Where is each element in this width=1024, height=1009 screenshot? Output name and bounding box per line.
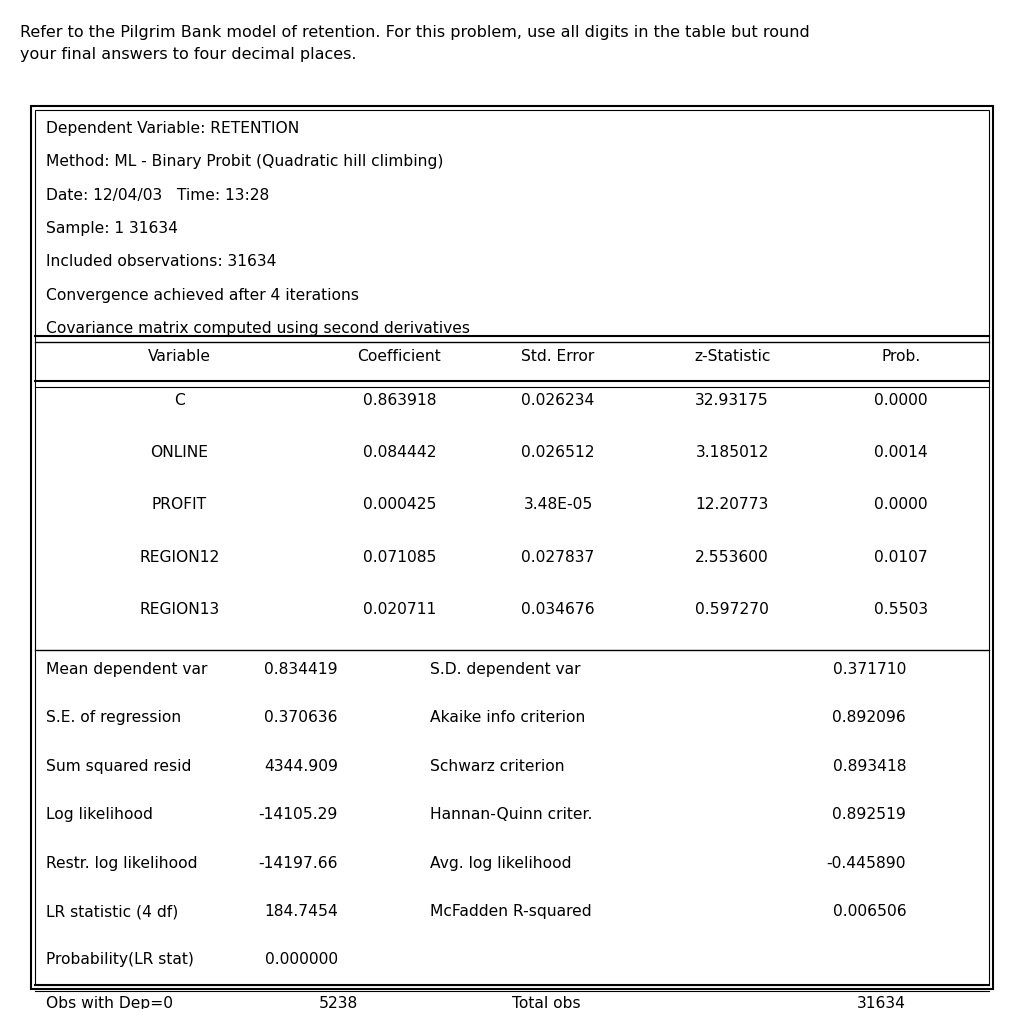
Text: 0.834419: 0.834419 — [264, 662, 338, 677]
Text: Log likelihood: Log likelihood — [46, 807, 153, 822]
Text: 0.000425: 0.000425 — [362, 497, 436, 513]
Text: 5238: 5238 — [319, 996, 358, 1009]
Text: 0.006506: 0.006506 — [833, 904, 906, 919]
Text: Schwarz criterion: Schwarz criterion — [430, 759, 564, 774]
Text: 0.026234: 0.026234 — [521, 393, 595, 408]
Text: 0.370636: 0.370636 — [264, 710, 338, 725]
Text: -14197.66: -14197.66 — [258, 856, 338, 871]
Text: PROFIT: PROFIT — [152, 497, 207, 513]
Text: Prob.: Prob. — [882, 349, 921, 364]
Text: Covariance matrix computed using second derivatives: Covariance matrix computed using second … — [46, 321, 470, 336]
Text: Hannan-Quinn criter.: Hannan-Quinn criter. — [430, 807, 593, 822]
Text: Method: ML - Binary Probit (Quadratic hill climbing): Method: ML - Binary Probit (Quadratic hi… — [46, 154, 443, 170]
Text: Std. Error: Std. Error — [521, 349, 595, 364]
Text: 0.0000: 0.0000 — [874, 497, 928, 513]
Text: Mean dependent var: Mean dependent var — [46, 662, 208, 677]
Text: 0.892096: 0.892096 — [833, 710, 906, 725]
Text: z-Statistic: z-Statistic — [694, 349, 770, 364]
Text: Sample: 1 31634: Sample: 1 31634 — [46, 221, 178, 236]
Text: 0.5503: 0.5503 — [874, 602, 928, 618]
Text: 0.371710: 0.371710 — [833, 662, 906, 677]
Text: S.D. dependent var: S.D. dependent var — [430, 662, 581, 677]
Text: Probability(LR stat): Probability(LR stat) — [46, 952, 194, 968]
Text: 184.7454: 184.7454 — [264, 904, 338, 919]
Text: 32.93175: 32.93175 — [695, 393, 769, 408]
Text: McFadden R-squared: McFadden R-squared — [430, 904, 592, 919]
Text: 0.000000: 0.000000 — [265, 952, 338, 968]
Text: ONLINE: ONLINE — [151, 445, 208, 460]
Text: 0.0107: 0.0107 — [874, 550, 928, 565]
Text: 12.20773: 12.20773 — [695, 497, 769, 513]
Text: Obs with Dep=0: Obs with Dep=0 — [46, 996, 173, 1009]
Text: 0.034676: 0.034676 — [521, 602, 595, 618]
Text: 0.071085: 0.071085 — [362, 550, 436, 565]
Text: 4344.909: 4344.909 — [264, 759, 338, 774]
Text: 0.026512: 0.026512 — [521, 445, 595, 460]
Text: 0.597270: 0.597270 — [695, 602, 769, 618]
Text: -14105.29: -14105.29 — [258, 807, 338, 822]
Text: 0.893418: 0.893418 — [833, 759, 906, 774]
Text: C: C — [174, 393, 184, 408]
Text: Sum squared resid: Sum squared resid — [46, 759, 191, 774]
Text: 0.892519: 0.892519 — [833, 807, 906, 822]
Text: Restr. log likelihood: Restr. log likelihood — [46, 856, 198, 871]
Text: 3.48E-05: 3.48E-05 — [523, 497, 593, 513]
Text: 0.0014: 0.0014 — [874, 445, 928, 460]
Text: REGION12: REGION12 — [139, 550, 219, 565]
Text: 31634: 31634 — [857, 996, 906, 1009]
Text: Avg. log likelihood: Avg. log likelihood — [430, 856, 571, 871]
Text: LR statistic (4 df): LR statistic (4 df) — [46, 904, 178, 919]
Text: Convergence achieved after 4 iterations: Convergence achieved after 4 iterations — [46, 288, 359, 303]
Text: Variable: Variable — [147, 349, 211, 364]
Text: Date: 12/04/03   Time: 13:28: Date: 12/04/03 Time: 13:28 — [46, 188, 269, 203]
Text: 0.0000: 0.0000 — [874, 393, 928, 408]
Text: 2.553600: 2.553600 — [695, 550, 769, 565]
Text: Coefficient: Coefficient — [357, 349, 441, 364]
Text: 0.027837: 0.027837 — [521, 550, 595, 565]
Text: S.E. of regression: S.E. of regression — [46, 710, 181, 725]
Text: 3.185012: 3.185012 — [695, 445, 769, 460]
Text: Refer to the Pilgrim Bank model of retention. For this problem, use all digits i: Refer to the Pilgrim Bank model of reten… — [20, 25, 810, 63]
Text: Akaike info criterion: Akaike info criterion — [430, 710, 586, 725]
Text: REGION13: REGION13 — [139, 602, 219, 618]
Text: Dependent Variable: RETENTION: Dependent Variable: RETENTION — [46, 121, 299, 136]
Text: Total obs: Total obs — [512, 996, 581, 1009]
Text: 0.020711: 0.020711 — [362, 602, 436, 618]
Text: 0.863918: 0.863918 — [362, 393, 436, 408]
Text: Included observations: 31634: Included observations: 31634 — [46, 254, 276, 269]
Text: -0.445890: -0.445890 — [826, 856, 906, 871]
Text: 0.084442: 0.084442 — [362, 445, 436, 460]
